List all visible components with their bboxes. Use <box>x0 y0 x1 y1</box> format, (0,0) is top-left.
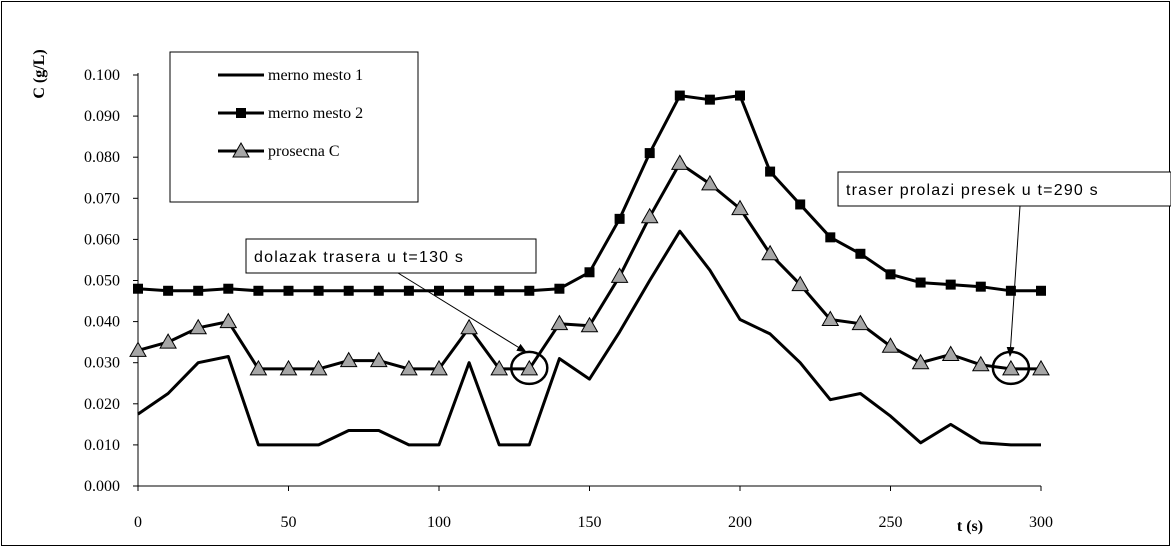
y-tick-label: 0.020 <box>84 396 120 413</box>
annotation-circle-2 <box>991 350 1031 386</box>
series-3-point <box>911 353 930 370</box>
series-2-point <box>343 285 354 296</box>
series-2-point <box>704 94 715 105</box>
series-3-point <box>400 359 418 376</box>
series-3-point <box>129 341 147 357</box>
series-2-point <box>283 285 294 296</box>
legend-marker-3 <box>232 141 250 158</box>
y-tick-label: 0.070 <box>84 190 120 207</box>
series-2-point <box>464 285 475 296</box>
series-3-point <box>159 333 177 349</box>
series-2-point <box>373 285 384 296</box>
series-2-point <box>765 166 776 177</box>
x-tick-label: 50 <box>281 514 297 531</box>
legend-label-1: merno mesto 1 <box>268 67 363 84</box>
series-3-point <box>580 316 599 333</box>
series-2-point <box>825 232 836 243</box>
series-2-point <box>403 285 414 296</box>
series-2-point <box>193 285 204 296</box>
y-tick-label: 0.100 <box>84 67 120 84</box>
series-2-point <box>644 148 655 159</box>
series-3-point <box>460 318 478 335</box>
y-tick-label: 0.000 <box>84 478 120 495</box>
x-tick-label: 300 <box>1029 514 1053 531</box>
series-2-point <box>554 283 565 294</box>
y-axis-title: C (g/L) <box>31 49 48 98</box>
series-2-point <box>1036 285 1046 296</box>
series-3-point <box>1032 359 1050 376</box>
series-3-point <box>309 359 328 376</box>
series-line-1 <box>137 229 1041 447</box>
series-3-point <box>941 345 960 361</box>
series-2-point <box>855 248 866 259</box>
series-2-point <box>313 285 324 296</box>
x-tick-label: 0 <box>134 514 142 531</box>
x-axis-title: t (s) <box>957 518 983 535</box>
series-2-point <box>945 279 956 290</box>
y-tick-label: 0.080 <box>84 149 120 166</box>
series-2-point <box>915 277 926 288</box>
series-3-point <box>701 174 719 191</box>
y-tick-label: 0.090 <box>84 108 120 125</box>
x-tick-label: 150 <box>578 514 602 531</box>
annotation-arrow-1 <box>397 272 527 353</box>
annotation-box-2 <box>837 171 1171 207</box>
series-3-point <box>881 337 900 353</box>
legend-box <box>169 51 419 203</box>
series-3-point <box>821 310 840 327</box>
y-tick-label: 0.060 <box>84 231 120 248</box>
series-3-point <box>339 351 358 368</box>
series-3-point <box>520 359 539 376</box>
series-2-point <box>795 199 806 210</box>
series-2-point <box>494 285 505 296</box>
series-3-point <box>279 359 298 376</box>
x-tick-label: 250 <box>879 514 903 531</box>
series-2-point <box>975 281 986 292</box>
series-3-point <box>369 351 388 368</box>
series-2-point <box>674 90 685 101</box>
series-2-point <box>133 283 143 294</box>
y-tick-label: 0.030 <box>84 355 120 372</box>
series-3-point <box>550 314 569 331</box>
series-3-point <box>640 207 659 224</box>
series-3-point <box>971 355 990 372</box>
series-3-point <box>1002 359 1020 376</box>
annotation-text-1: dolazak trasera u t=130 s <box>254 249 464 266</box>
legend-label-2: merno mesto 2 <box>268 105 363 122</box>
annotation-text-2: traser prolazi presek u t=290 s <box>846 182 1099 199</box>
series-3-point <box>670 154 689 170</box>
series-3-point <box>731 199 749 216</box>
series-3-point <box>249 359 268 376</box>
series-3-point <box>791 275 810 292</box>
series-2-point <box>614 213 625 224</box>
series-2-point <box>223 283 234 294</box>
legend-label-3: prosecna C <box>268 143 340 160</box>
y-tick-label: 0.010 <box>84 437 120 454</box>
x-tick-label: 100 <box>427 514 451 531</box>
x-tick-label: 200 <box>728 514 752 531</box>
series-3-point <box>490 359 509 376</box>
series-3-point <box>219 312 238 329</box>
series-2-point <box>1005 285 1016 296</box>
annotation-box-1 <box>245 238 537 274</box>
series-2-point <box>584 267 595 278</box>
series-2-point <box>885 269 896 280</box>
series-2-point <box>434 285 444 296</box>
series-2-point <box>524 285 535 296</box>
annotation-circle-1 <box>510 350 549 386</box>
series-2-point <box>253 285 264 296</box>
series-3-point <box>851 314 870 331</box>
series-2-point <box>735 90 745 101</box>
y-tick-label: 0.040 <box>84 314 120 331</box>
y-tick-label: 0.050 <box>84 273 120 290</box>
series-3-point <box>430 359 448 376</box>
series-3-point <box>761 244 779 261</box>
series-3-point <box>189 318 208 335</box>
series-3-point <box>610 267 629 283</box>
legend-marker-2 <box>236 108 246 118</box>
series-2-point <box>163 285 174 296</box>
annotation-arrow-2 <box>1006 205 1021 357</box>
